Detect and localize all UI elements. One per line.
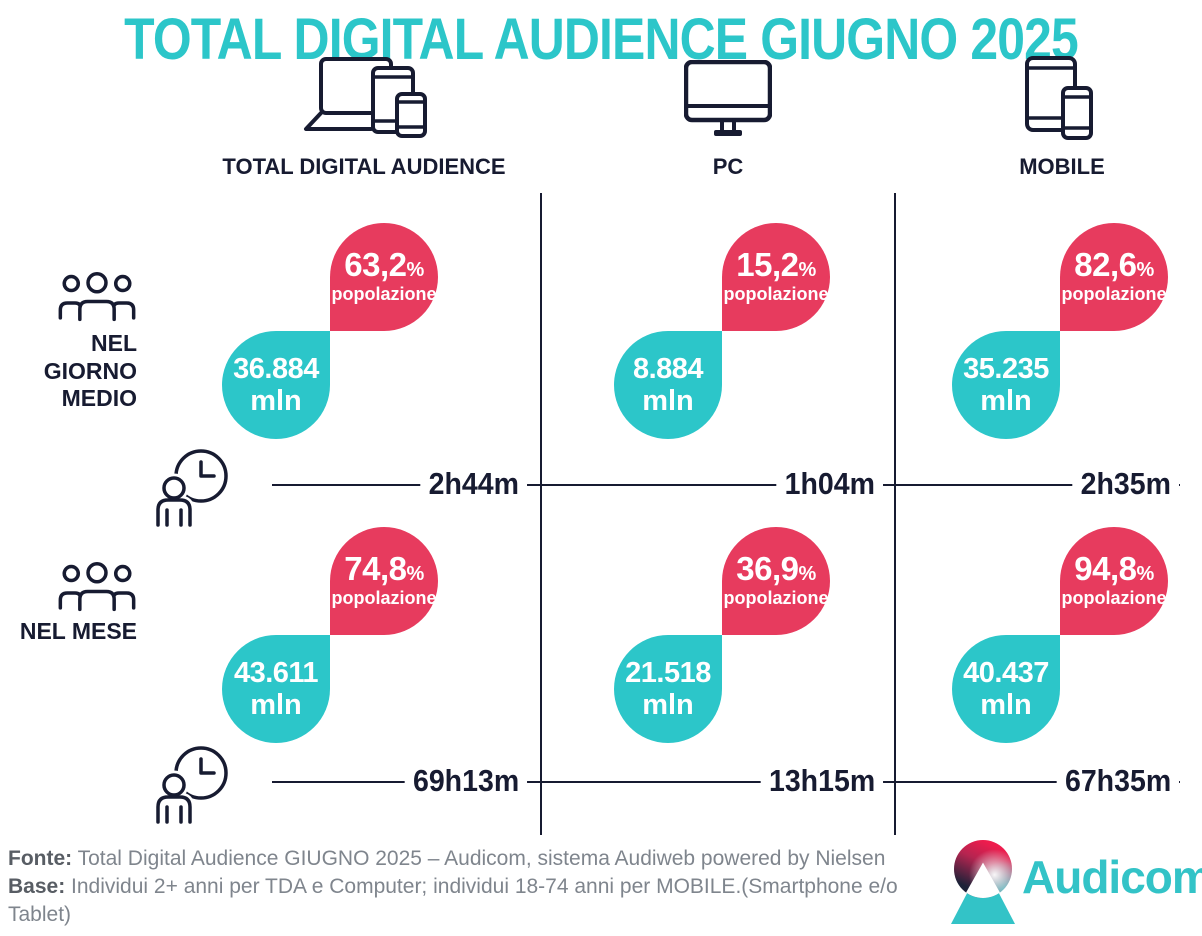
- audience-bubble: 35.235 mln: [952, 331, 1060, 439]
- population-percent: 94,8%: [1074, 550, 1154, 588]
- audience-bubble: 36.884 mln: [222, 331, 330, 439]
- column-divider: [540, 193, 542, 835]
- mobile-icon: [1023, 56, 1097, 145]
- population-percent: 36,9%: [736, 550, 816, 588]
- column-header-pc: PC: [712, 154, 744, 179]
- audicom-wordmark: Audicom: [1022, 851, 1202, 903]
- source-note: Fonte: Total Digital Audience GIUGNO 202…: [8, 845, 953, 929]
- time-line: [272, 781, 1180, 783]
- audience-value: 43.611: [233, 656, 319, 689]
- audience-value: 36.884: [233, 352, 319, 385]
- audience-bubble: 43.611 mln: [222, 635, 330, 743]
- population-percent: 82,6%: [1074, 246, 1154, 284]
- audience-value: 40.437: [963, 656, 1049, 689]
- column-divider: [894, 193, 896, 835]
- population-bubble: 74,8% popolazione: [330, 527, 438, 635]
- page-title: TOTAL DIGITAL AUDIENCE GIUGNO 2025: [124, 7, 1079, 72]
- time-value: 2h44m: [420, 464, 527, 504]
- population-percent: 15,2%: [736, 246, 816, 284]
- audience-value: 35.235: [963, 352, 1049, 385]
- time-value: 2h35m: [1072, 464, 1179, 504]
- audience-value: 21.518: [625, 656, 711, 689]
- people-group-icon: [58, 268, 136, 329]
- time-value: 1h04m: [776, 464, 883, 504]
- column-header-mobile: MOBILE: [1019, 154, 1105, 179]
- time-value: 13h15m: [760, 761, 883, 801]
- audience-value: 8.884: [632, 352, 704, 385]
- population-bubble: 94,8% popolazione: [1060, 527, 1168, 635]
- column-header-tda: TOTAL DIGITAL AUDIENCE: [222, 154, 506, 179]
- population-percent: 74,8%: [344, 550, 424, 588]
- time-value: 67h35m: [1056, 761, 1179, 801]
- population-bubble: 82,6% popolazione: [1060, 223, 1168, 331]
- row-label-mese: NEL MESE: [19, 618, 137, 644]
- audience-bubble: 40.437 mln: [952, 635, 1060, 743]
- row-label-giorno-medio: NEL GIORNO MEDIO: [43, 330, 137, 412]
- people-group-icon: [58, 558, 136, 619]
- audicom-logo-icon: [951, 840, 1015, 924]
- fonte-line: Fonte: Total Digital Audience GIUGNO 202…: [8, 847, 886, 870]
- time-line: [272, 484, 1180, 486]
- population-percent: 63,2%: [344, 246, 424, 284]
- devices-icon: [299, 56, 431, 143]
- time-value: 69h13m: [404, 761, 527, 801]
- population-bubble: 15,2% popolazione: [722, 223, 830, 331]
- person-clock-icon: [146, 444, 236, 539]
- population-bubble: 36,9% popolazione: [722, 527, 830, 635]
- population-bubble: 63,2% popolazione: [330, 223, 438, 331]
- desktop-icon: [683, 59, 773, 143]
- audience-bubble: 8.884 mln: [614, 331, 722, 439]
- person-clock-icon: [146, 741, 236, 836]
- base-line: Base: Individui 2+ anni per TDA e Comput…: [8, 874, 898, 926]
- audience-bubble: 21.518 mln: [614, 635, 722, 743]
